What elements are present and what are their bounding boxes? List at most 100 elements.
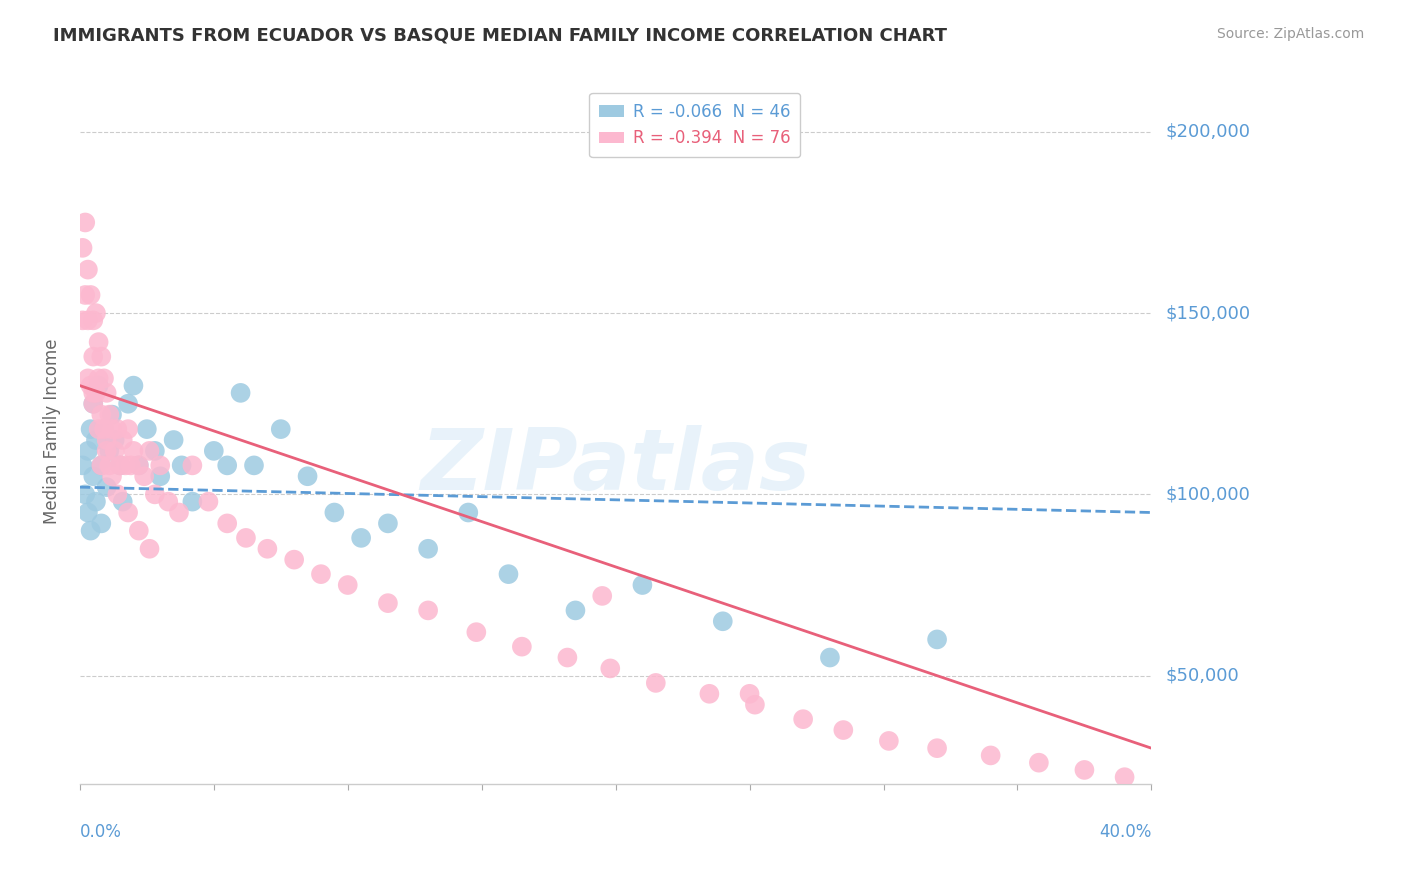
Point	[79, 288, 101, 302]
Point	[323, 506, 346, 520]
Point	[350, 531, 373, 545]
Point	[96, 480, 118, 494]
Point	[101, 422, 124, 436]
Point	[93, 371, 115, 385]
Point	[128, 458, 150, 473]
Point	[96, 385, 118, 400]
Point	[877, 734, 900, 748]
Point	[792, 712, 814, 726]
Point	[90, 516, 112, 531]
Point	[96, 433, 118, 447]
Point	[77, 313, 100, 327]
Point	[93, 422, 115, 436]
Point	[77, 371, 100, 385]
Point	[202, 443, 225, 458]
Point	[744, 698, 766, 712]
Point	[105, 422, 128, 436]
Point	[197, 494, 219, 508]
Point	[84, 306, 107, 320]
Point	[128, 524, 150, 538]
Point	[82, 313, 104, 327]
Point	[510, 640, 533, 654]
Legend: R = -0.066  N = 46, R = -0.394  N = 76: R = -0.066 N = 46, R = -0.394 N = 76	[589, 93, 800, 157]
Point	[90, 458, 112, 473]
Point	[87, 378, 110, 392]
Point	[711, 615, 734, 629]
Point	[90, 458, 112, 473]
Point	[90, 408, 112, 422]
Point	[120, 458, 142, 473]
Point	[82, 397, 104, 411]
Point	[162, 433, 184, 447]
Point	[283, 552, 305, 566]
Point	[75, 215, 97, 229]
Point	[143, 443, 166, 458]
Point	[457, 506, 479, 520]
Point	[243, 458, 266, 473]
Point	[256, 541, 278, 556]
Point	[170, 458, 193, 473]
Point	[925, 741, 948, 756]
Point	[101, 408, 124, 422]
Point	[832, 723, 855, 737]
Point	[82, 469, 104, 483]
Point	[117, 422, 139, 436]
Text: 40.0%: 40.0%	[1099, 823, 1152, 841]
Point	[229, 385, 252, 400]
Point	[96, 443, 118, 458]
Point	[77, 443, 100, 458]
Point	[925, 632, 948, 647]
Text: IMMIGRANTS FROM ECUADOR VS BASQUE MEDIAN FAMILY INCOME CORRELATION CHART: IMMIGRANTS FROM ECUADOR VS BASQUE MEDIAN…	[53, 27, 948, 45]
Point	[1028, 756, 1050, 770]
Point	[377, 516, 399, 531]
Text: Source: ZipAtlas.com: Source: ZipAtlas.com	[1216, 27, 1364, 41]
Point	[297, 469, 319, 483]
Point	[72, 458, 94, 473]
Point	[108, 458, 131, 473]
Point	[90, 350, 112, 364]
Point	[82, 385, 104, 400]
Point	[416, 541, 439, 556]
Point	[138, 443, 160, 458]
Point	[105, 487, 128, 501]
Point	[84, 385, 107, 400]
Point	[93, 422, 115, 436]
Point	[98, 443, 121, 458]
Point	[738, 687, 761, 701]
Text: $200,000: $200,000	[1166, 123, 1250, 141]
Point	[84, 494, 107, 508]
Point	[465, 625, 488, 640]
Point	[117, 397, 139, 411]
Point	[167, 506, 190, 520]
Point	[980, 748, 1002, 763]
Point	[699, 687, 721, 701]
Text: ZIPatlas: ZIPatlas	[420, 425, 811, 508]
Point	[82, 350, 104, 364]
Point	[564, 603, 586, 617]
Point	[122, 378, 145, 392]
Point	[644, 676, 666, 690]
Point	[84, 433, 107, 447]
Text: 0.0%: 0.0%	[80, 823, 122, 841]
Point	[143, 487, 166, 501]
Point	[217, 516, 239, 531]
Point	[87, 335, 110, 350]
Point	[591, 589, 613, 603]
Point	[135, 422, 157, 436]
Text: $100,000: $100,000	[1166, 485, 1250, 503]
Point	[157, 494, 180, 508]
Point	[631, 578, 654, 592]
Point	[217, 458, 239, 473]
Point	[111, 433, 134, 447]
Point	[87, 422, 110, 436]
Point	[1114, 770, 1136, 784]
Point	[72, 241, 94, 255]
Point	[377, 596, 399, 610]
Point	[122, 443, 145, 458]
Point	[128, 458, 150, 473]
Point	[818, 650, 841, 665]
Point	[77, 262, 100, 277]
Point	[138, 541, 160, 556]
Point	[75, 487, 97, 501]
Point	[235, 531, 257, 545]
